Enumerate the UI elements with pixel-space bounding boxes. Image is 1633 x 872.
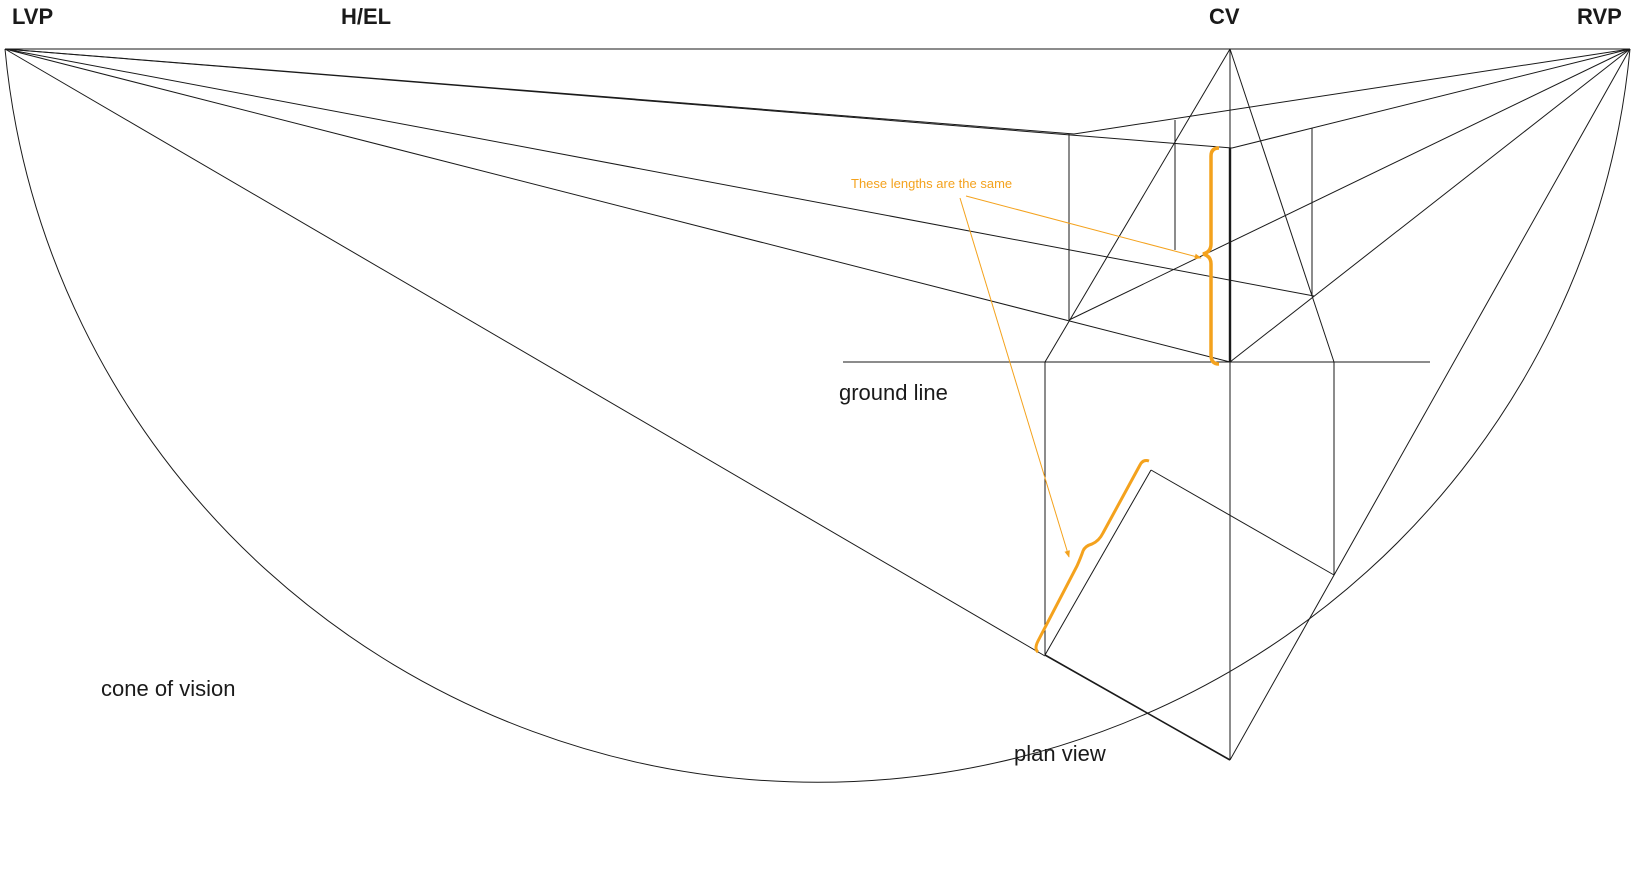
plan-brace	[1034, 459, 1150, 654]
rvp-label: RVP	[1577, 4, 1622, 29]
cv-projection-lines	[1044, 48, 1335, 760]
lvp-label: LVP	[12, 4, 53, 29]
annotation-text: These lengths are the same	[851, 176, 1012, 191]
cone-of-vision-arc	[4, 48, 1631, 783]
annotation-arrow-upper	[965, 195, 1202, 260]
equal-length-annotation	[959, 146, 1220, 654]
ground-line-label: ground line	[839, 380, 948, 405]
rvp-projection-lines	[1068, 48, 1631, 761]
cv-label: CV	[1209, 4, 1240, 29]
horizon-label: H/EL	[341, 4, 391, 29]
plan-projectors	[1044, 362, 1335, 655]
plan-view-label: plan view	[1014, 741, 1106, 766]
plan-view-shape	[1044, 469, 1335, 761]
vertical-brace	[1202, 146, 1220, 366]
annotation-arrow-lower	[959, 197, 1070, 558]
cone-of-vision-label: cone of vision	[101, 676, 236, 701]
lvp-projection-lines	[4, 48, 1315, 657]
perspective-box	[1068, 120, 1313, 362]
